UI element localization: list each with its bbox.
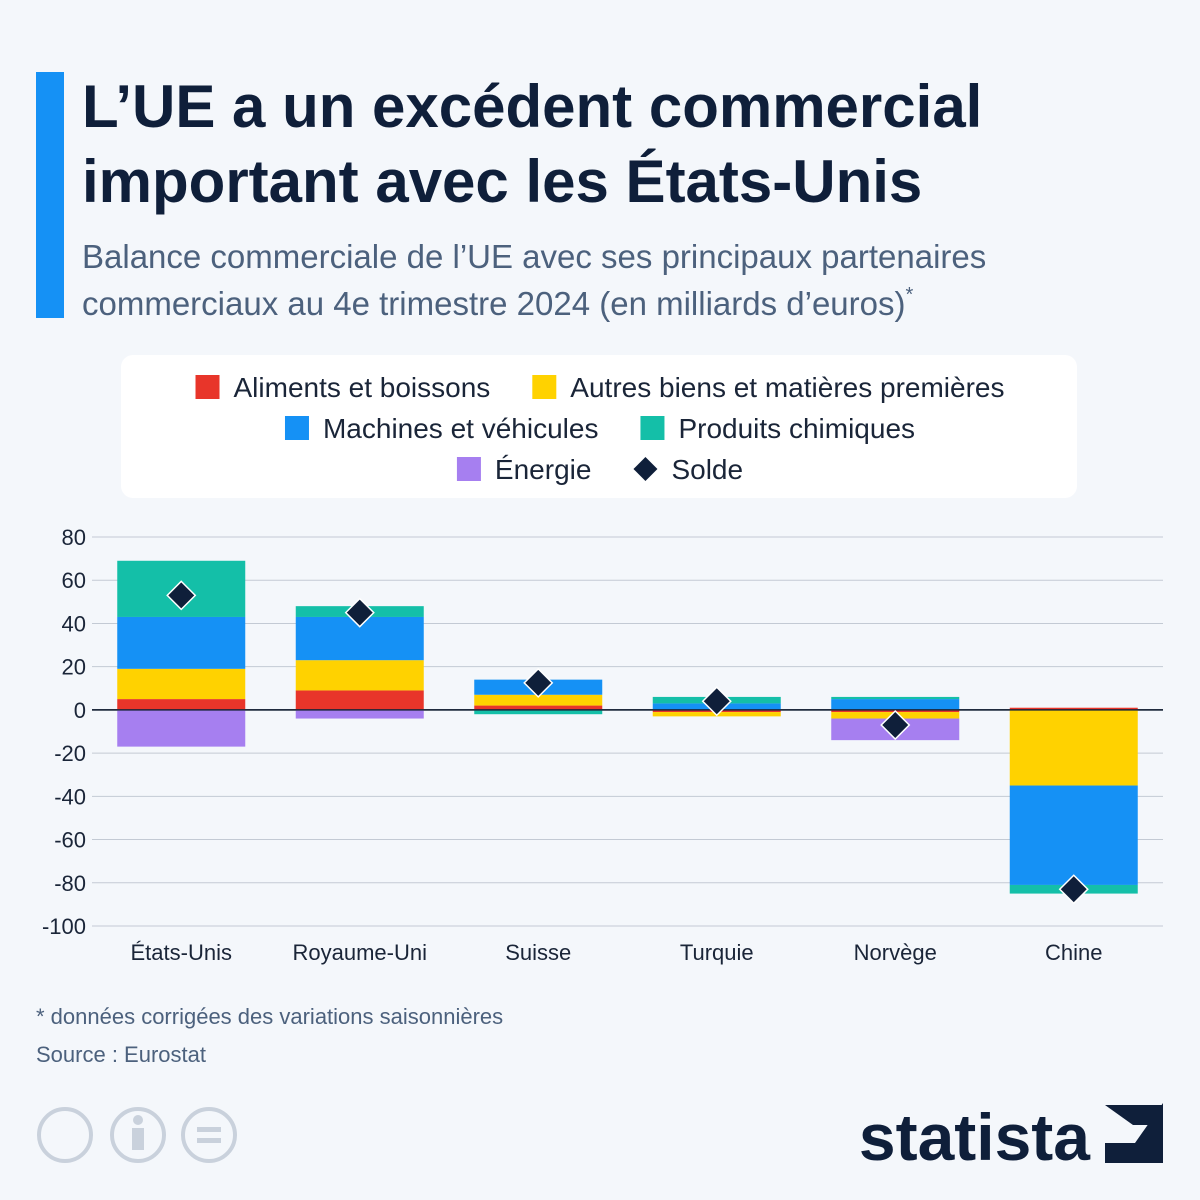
x-tick-label: Norvège (854, 940, 937, 965)
y-tick-label: 40 (62, 611, 86, 636)
legend-label: Machines et véhicules (323, 413, 598, 444)
y-tick-label: -40 (54, 784, 86, 809)
bar-segment (1009, 707, 1138, 710)
legend-label: Autres biens et matières premières (570, 372, 1004, 403)
chart-title: L’UE a un excédent commercial (82, 73, 982, 140)
legend-item: Produits chimiques (640, 413, 915, 444)
bar-segment (117, 616, 246, 669)
bar-segment (117, 699, 246, 710)
bar-segment (1009, 785, 1138, 885)
bar-segment (1009, 709, 1138, 786)
balance-marker (523, 667, 554, 698)
bar-segment (831, 696, 960, 700)
bar-segment (295, 660, 424, 691)
brand: statista (859, 1100, 1091, 1174)
legend-swatch (284, 416, 309, 440)
y-tick-label: -80 (54, 871, 86, 896)
legend-item: Autres biens et matières premières (532, 372, 1004, 403)
legend-swatch (456, 457, 481, 481)
legend-box (121, 355, 1077, 498)
license-icons (37, 1107, 237, 1163)
legend-swatch (195, 375, 220, 399)
legend-label: Solde (671, 454, 743, 485)
balance-marker (166, 580, 197, 611)
footnote: * données corrigées des variations saiso… (36, 1004, 503, 1029)
legend-item: Solde (633, 454, 743, 485)
y-tick-label: 80 (62, 525, 86, 550)
legend-item: Énergie (456, 454, 592, 485)
bar-segment (117, 709, 246, 747)
source: Source : Eurostat (36, 1042, 206, 1067)
x-tick-label: Suisse (505, 940, 571, 965)
bar-segment (831, 699, 960, 710)
subtitle-note: * (906, 284, 914, 306)
legend-item: Aliments et boissons (195, 372, 491, 403)
bar-segment (295, 690, 424, 710)
brand-logo (1105, 1103, 1163, 1163)
balance-marker (880, 709, 911, 741)
chart-title: important avec les États-Unis (82, 148, 922, 215)
y-tick-label: 20 (62, 655, 86, 680)
y-tick-label: -60 (54, 828, 86, 853)
x-tick-label: Chine (1045, 940, 1102, 965)
legend-swatch (640, 416, 665, 440)
bar-segment (474, 705, 603, 710)
legend-item: Machines et véhicules (284, 413, 598, 444)
y-tick-label: 0 (74, 698, 86, 723)
bar-segment (474, 694, 603, 706)
x-tick-label: États-Unis (131, 940, 232, 965)
x-tick-label: Royaume-Uni (293, 940, 428, 965)
license-glyphs (132, 1115, 221, 1150)
legend-swatch (532, 375, 557, 399)
bar-segment (295, 709, 424, 719)
y-tick-label: -20 (54, 741, 86, 766)
legend-label: Aliments et boissons (234, 372, 491, 403)
x-tick-label: Turquie (680, 940, 754, 965)
chart-subtitle: commerciaux au 4e trimestre 2024 (en mil… (82, 284, 914, 322)
y-tick-label: -100 (42, 914, 86, 939)
y-tick-label: 60 (62, 568, 86, 593)
bar-segment (117, 668, 246, 700)
bar-segment (474, 709, 603, 715)
legend-label: Énergie (495, 454, 592, 485)
legend-label: Produits chimiques (678, 413, 915, 444)
balance-marker (344, 597, 375, 628)
balance-marker (701, 686, 732, 717)
chart-subtitle: commerciaux au 4e trimestre 2024 (en mil… (82, 285, 906, 322)
legend-swatch (633, 457, 658, 481)
balance-marker (1058, 874, 1089, 905)
title-accent (36, 72, 64, 318)
chart-subtitle: Balance commerciale de l’UE avec ses pri… (82, 238, 986, 275)
